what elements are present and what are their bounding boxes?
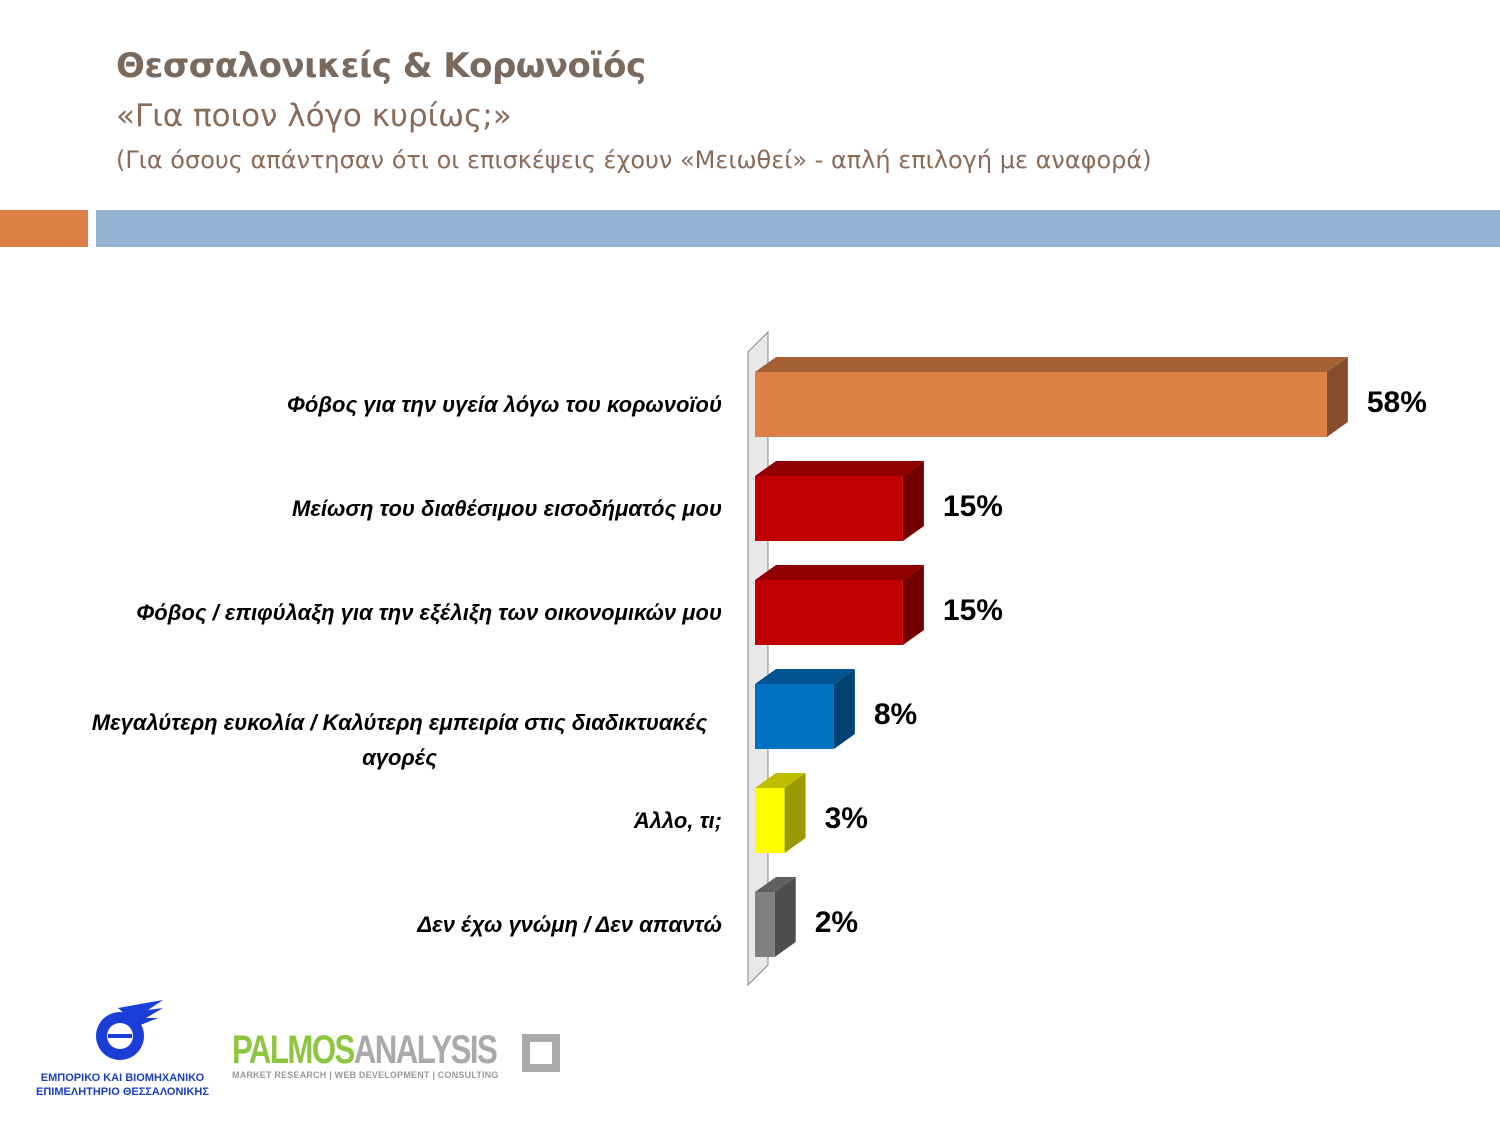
palmos-square-icon [522, 1034, 560, 1072]
bar-side-1 [902, 461, 924, 541]
bar-side-3 [833, 669, 855, 749]
page-title: Θεσσαλονικείς & Κορωνοϊός [116, 46, 646, 86]
bar-2 [755, 580, 903, 645]
bar-top-4 [755, 773, 806, 788]
category-label-text: Μεγαλύτερη ευκολία / Καλύτερη εμπειρία σ… [91, 709, 708, 770]
bar-5 [755, 892, 775, 957]
question-note: (Για όσους απάντησαν ότι οι επισκέψεις έ… [116, 146, 1152, 174]
bar-top-5 [755, 877, 796, 892]
data-label-0: 58% [1367, 386, 1427, 419]
chamber-logo: ΕΜΠΟΡΙΚΟ ΚΑΙ ΒΙΟΜΗΧΑΝΙΚΟ ΕΠΙΜΕΛΗΤΗΡΙΟ ΘΕ… [20, 1000, 225, 1099]
data-label-4: 3% [825, 802, 868, 835]
category-label: Μεγαλύτερη ευκολία / Καλύτερη εμπειρία σ… [62, 705, 722, 775]
category-label-text: Μείωση του διαθέσιμου εισοδήματός μου [292, 496, 722, 521]
data-label-2: 15% [943, 594, 1003, 627]
category-label: Φόβος / επιφύλαξη για την εξέλιξη των οι… [62, 595, 722, 630]
bar-top-0 [755, 357, 1348, 372]
category-label: Μείωση του διαθέσιμου εισοδήματός μου [62, 491, 722, 526]
category-label-text: Φόβος για την υγεία λόγω του κορωνοϊού [286, 392, 722, 417]
bar-side-2 [902, 565, 924, 645]
category-label: Δεν έχω γνώμη / Δεν απαντώ [62, 907, 722, 942]
category-label: Φόβος για την υγεία λόγω του κορωνοϊού [62, 387, 722, 422]
category-label-text: Δεν έχω γνώμη / Δεν απαντώ [417, 912, 722, 937]
chamber-gear-icon [95, 1000, 163, 1060]
category-label-text: Φόβος / επιφύλαξη για την εξέλιξη των οι… [136, 600, 722, 625]
bar-top-2 [755, 565, 924, 580]
bar-4 [755, 788, 785, 853]
bar-side-5 [774, 877, 796, 957]
bar-side-4 [784, 773, 806, 853]
palmos-analysis-logo: PALMOSANALYSIS MARKET RESEARCH | WEB DEV… [232, 1030, 571, 1080]
accent-bar-blue [96, 210, 1500, 247]
bar-top-1 [755, 461, 924, 476]
bar-3 [755, 684, 834, 749]
bar-top-3 [755, 669, 855, 684]
bar-0 [755, 372, 1327, 437]
data-label-3: 8% [874, 698, 917, 731]
accent-bar-orange [0, 210, 88, 247]
category-label: Άλλο, τι; [62, 803, 722, 838]
category-label-text: Άλλο, τι; [633, 808, 722, 833]
bar-side-0 [1326, 357, 1348, 437]
bar-1 [755, 476, 903, 541]
question-text: «Για ποιον λόγο κυρίως;» [116, 98, 512, 134]
data-label-1: 15% [943, 490, 1003, 523]
data-label-5: 2% [815, 906, 858, 939]
